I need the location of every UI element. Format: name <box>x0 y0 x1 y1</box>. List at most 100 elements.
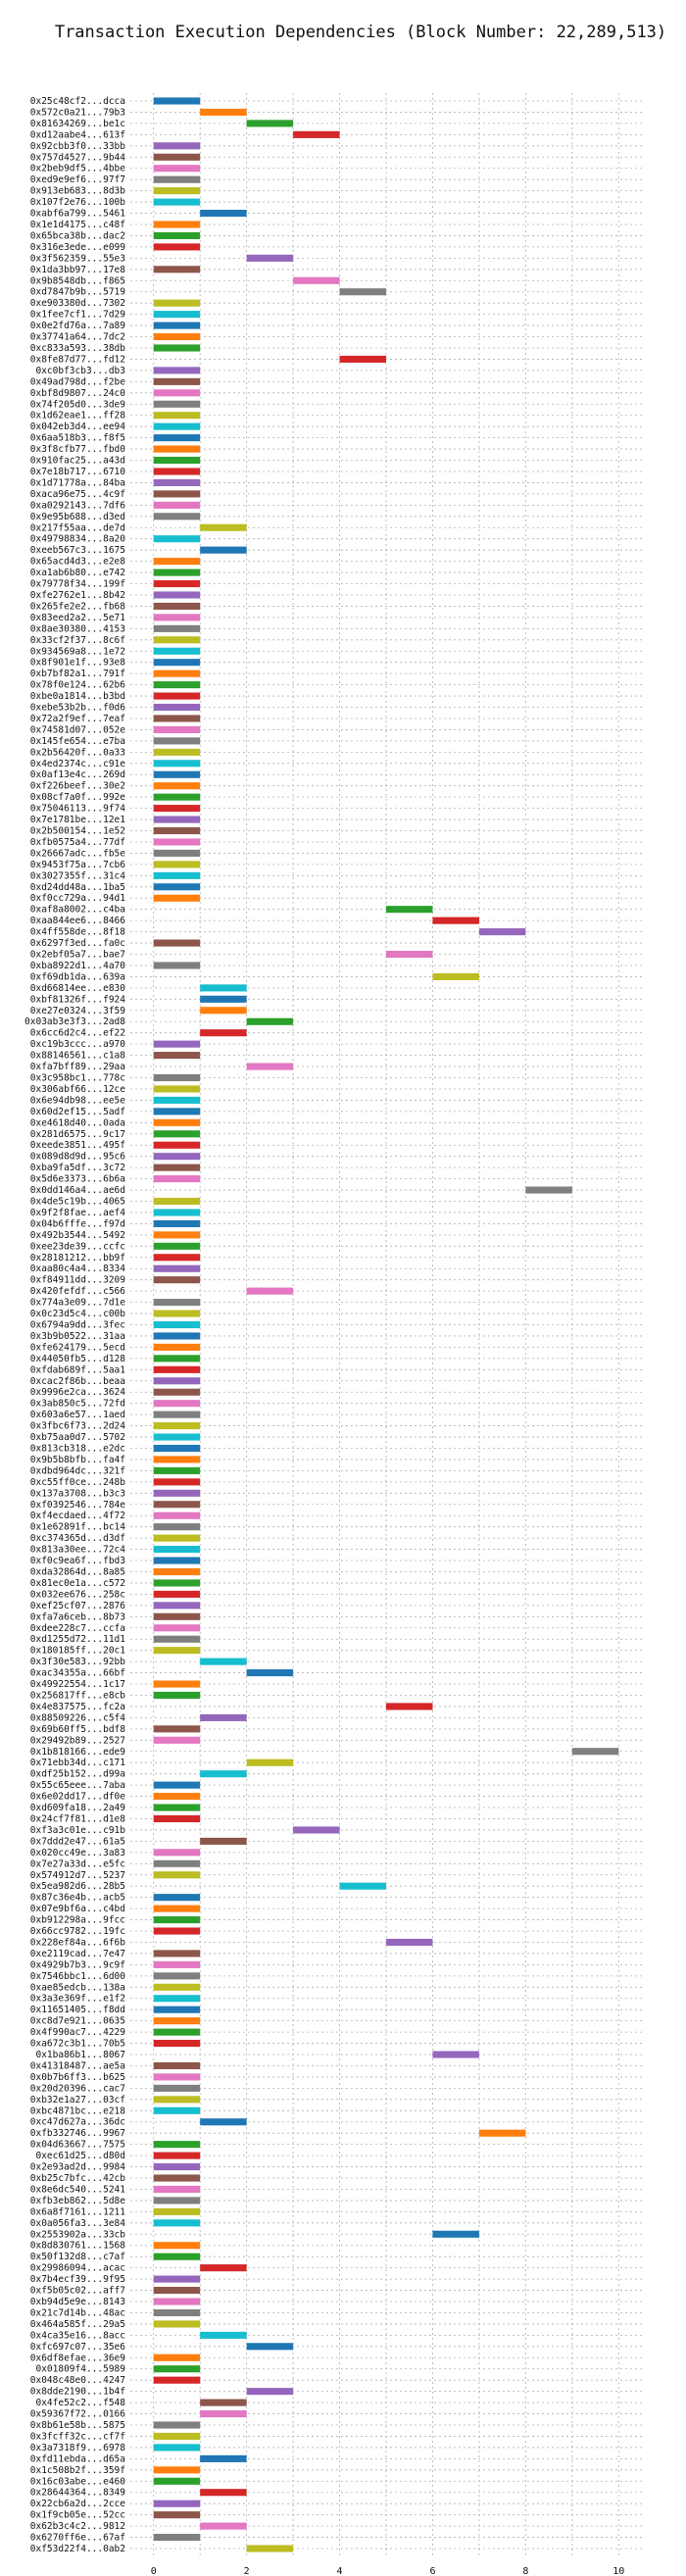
transaction-label: 0x137a3708...b3c3 <box>30 1488 125 1499</box>
transaction-bar <box>153 1377 201 1385</box>
x-tick-label: 2 <box>244 2566 250 2576</box>
transaction-label: 0xaa80c4a4...8334 <box>30 1263 126 1274</box>
transaction-bar <box>200 2489 247 2497</box>
transaction-label: 0xee23de39...ccfc <box>30 1241 125 1252</box>
transaction-label: 0xb75aa0d7...5702 <box>30 1432 125 1443</box>
transaction-bar <box>432 2230 479 2238</box>
transaction-label: 0xb25c7bfc...42cb <box>30 2173 126 2184</box>
transaction-bar <box>153 1725 201 1733</box>
transaction-label: 0x4de5c19b...4065 <box>30 1197 125 1208</box>
transaction-bar <box>153 1085 201 1093</box>
transaction-label: 0x3a3e369f...e1f2 <box>30 1994 125 2005</box>
transaction-bar <box>153 311 201 319</box>
transaction-bar <box>153 1388 201 1396</box>
transaction-bar <box>525 1186 572 1194</box>
transaction-bar <box>153 266 201 273</box>
transaction-label: 0x1c508b2f...359f <box>30 2465 125 2476</box>
transaction-bar <box>339 1882 386 1890</box>
transaction-bar <box>153 1849 201 1857</box>
transaction-bar <box>200 2522 247 2530</box>
transaction-label: 0xdf25b152...d99a <box>30 1769 125 1780</box>
transaction-label: 0xc0bf3cb3...db3 <box>35 366 125 376</box>
transaction-label: 0x265fe2e2...fb68 <box>30 601 126 612</box>
transaction-bar <box>153 400 201 408</box>
transaction-label: 0x3f8cfb77...fbd0 <box>30 444 126 455</box>
transaction-label: 0x0af13e4c...269d <box>30 769 125 780</box>
transaction-bar <box>386 1938 433 1947</box>
transaction-label: 0xc47d627a...36dc <box>30 2117 125 2128</box>
transaction-bar <box>153 681 201 689</box>
transaction-label: 0xd7847b9b...5719 <box>30 287 126 298</box>
transaction-label: 0x256817ff...e8cb <box>30 1690 126 1701</box>
transaction-bar <box>153 1534 201 1542</box>
transaction-label: 0x83eed2a2...5e71 <box>30 613 126 623</box>
transaction-label: 0x145fe654...e7ba <box>30 736 125 747</box>
transaction-bar <box>246 2343 294 2351</box>
transaction-bar <box>200 2331 247 2339</box>
transaction-label: 0x50f132d8...c7af <box>30 2252 125 2262</box>
transaction-label: 0xe2119cad...7e47 <box>30 1949 125 1959</box>
transaction-bar <box>153 1511 201 1519</box>
transaction-bar <box>153 602 201 610</box>
transaction-label: 0xe27e0324...3f59 <box>30 1006 126 1016</box>
transaction-bar <box>153 1264 201 1272</box>
transaction-bar <box>432 972 479 980</box>
transaction-bar <box>153 1096 201 1104</box>
transaction-bar <box>153 826 201 835</box>
transaction-bar <box>153 1927 201 1935</box>
transaction-label: 0x81634269...be1c <box>30 119 125 129</box>
x-tick-label: 0 <box>151 2566 157 2576</box>
transaction-bar <box>153 2017 201 2025</box>
transaction-bar <box>153 2365 201 2373</box>
transaction-bar <box>153 1433 201 1441</box>
transaction-bar <box>153 2219 201 2227</box>
transaction-label: 0x420fefdf...c566 <box>30 1286 126 1297</box>
transaction-bar <box>153 1052 201 1060</box>
transaction-label: 0x572c0a21...79b3 <box>30 107 125 118</box>
transaction-bar <box>153 2185 201 2194</box>
transaction-label: 0x180185ff...20c1 <box>30 1646 126 1657</box>
transaction-label: 0x6e02dd17...df0e <box>30 1792 126 1803</box>
transaction-label: 0xb94d5e9e...8143 <box>30 2297 125 2307</box>
transaction-label: 0x49798834...8a20 <box>30 534 126 545</box>
transaction-bar <box>153 1523 201 1531</box>
transaction-bar <box>153 445 201 453</box>
transaction-bar <box>153 2298 201 2305</box>
transaction-label: 0xfb3eb862...5d8e <box>30 2196 126 2206</box>
transaction-label: 0x4e837575...fc2a <box>30 1702 125 1712</box>
transaction-bar <box>153 97 201 105</box>
transaction-label: 0x3fcff32c...cf7f <box>30 2431 125 2442</box>
transaction-label: 0x5d6e3373...6b6a <box>30 1174 125 1185</box>
transaction-label: 0xdee228c7...ccfa <box>30 1623 125 1634</box>
transaction-bar <box>200 1770 247 1778</box>
transaction-label: 0x87c36e4b...acb5 <box>30 1893 125 1904</box>
transaction-label: 0xf0cc729a...94d1 <box>30 893 126 904</box>
transaction-label: 0x8e6dc540...5241 <box>30 2184 126 2195</box>
transaction-label: 0xfc697c07...35e6 <box>30 2342 126 2353</box>
transaction-label: 0x3b9b0522...31aa <box>30 1331 125 1342</box>
transaction-bar <box>153 1422 201 1430</box>
transaction-label: 0x8dde2190...1b4f <box>30 2387 125 2398</box>
transaction-bar <box>153 198 201 206</box>
transaction-label: 0xfb332746...9967 <box>30 2128 125 2139</box>
transaction-bar <box>153 1209 201 1216</box>
transaction-bar <box>153 1466 201 1474</box>
transaction-label: 0x62b3c4c2...9812 <box>30 2521 125 2532</box>
transaction-label: 0x9e95b688...d3ed <box>30 512 125 522</box>
transaction-bar <box>153 1995 201 2003</box>
transaction-bar <box>153 2444 201 2452</box>
transaction-label: 0xae85edcb...138a <box>30 1982 125 1993</box>
transaction-label: 0x7546bbc1...6d00 <box>30 1971 126 1982</box>
transaction-label: 0x3c958bc1...778c <box>30 1073 125 1084</box>
transaction-label: 0x75046113...9f74 <box>30 804 126 815</box>
transaction-bar <box>153 2287 201 2295</box>
transaction-label: 0x1d71778a...84ba <box>30 477 125 488</box>
transaction-bar <box>153 412 201 420</box>
transaction-bar <box>153 1310 201 1317</box>
transaction-label: 0xfa7bff89...29aa <box>30 1062 125 1072</box>
transaction-label: 0xdbd964dc...321f <box>30 1465 125 1476</box>
transaction-label: 0xf84911dd...3209 <box>30 1275 126 1286</box>
transaction-label: 0x910fac25...a43d <box>30 456 125 467</box>
transaction-bar <box>153 2096 201 2104</box>
transaction-label: 0x7e27a33d...e5fc <box>30 1858 125 1869</box>
